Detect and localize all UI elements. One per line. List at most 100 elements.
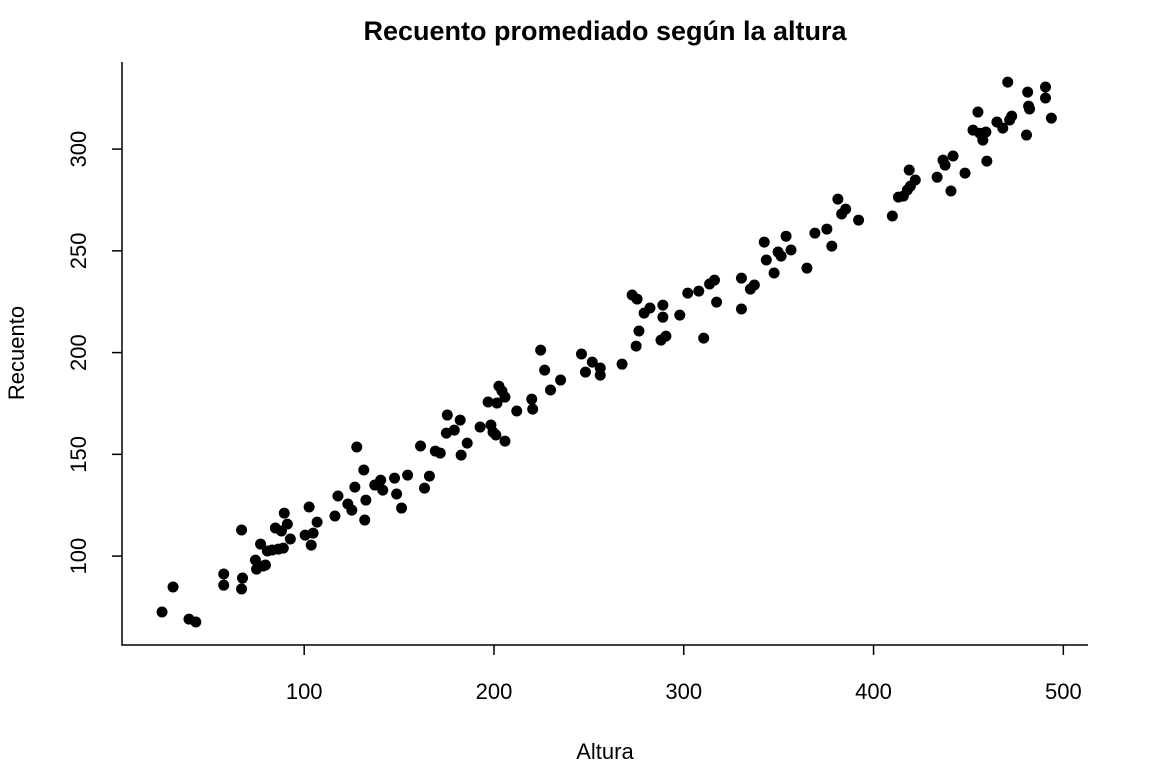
point bbox=[947, 150, 959, 162]
point bbox=[909, 174, 921, 186]
point bbox=[945, 185, 957, 197]
point bbox=[329, 510, 341, 522]
point bbox=[809, 227, 821, 239]
point bbox=[423, 470, 435, 482]
point bbox=[698, 332, 710, 344]
point bbox=[768, 267, 780, 279]
x-tick-label: 400 bbox=[855, 679, 892, 704]
y-axis-label: Recuento bbox=[4, 306, 29, 400]
point bbox=[499, 391, 511, 403]
point bbox=[657, 299, 669, 311]
point bbox=[586, 356, 598, 368]
y-tick-label: 250 bbox=[66, 232, 91, 269]
point bbox=[959, 167, 971, 179]
point bbox=[997, 122, 1009, 134]
point bbox=[396, 502, 408, 514]
point bbox=[775, 250, 787, 262]
point bbox=[674, 309, 686, 321]
point bbox=[931, 171, 943, 183]
point bbox=[389, 472, 401, 484]
point bbox=[980, 126, 992, 138]
x-tick-label: 200 bbox=[476, 679, 513, 704]
point bbox=[594, 369, 606, 381]
point bbox=[303, 501, 315, 513]
point bbox=[579, 366, 591, 378]
point bbox=[419, 482, 431, 494]
point bbox=[1039, 81, 1051, 93]
point bbox=[785, 244, 797, 256]
point bbox=[644, 302, 656, 314]
point bbox=[575, 348, 587, 360]
point bbox=[474, 421, 486, 433]
point bbox=[539, 364, 551, 376]
point bbox=[1022, 86, 1034, 98]
point bbox=[903, 164, 915, 176]
point bbox=[780, 230, 792, 242]
point bbox=[278, 507, 290, 519]
point bbox=[461, 437, 473, 449]
point bbox=[218, 568, 230, 580]
point bbox=[491, 397, 503, 409]
point bbox=[190, 616, 202, 628]
point bbox=[311, 516, 323, 528]
point bbox=[832, 193, 844, 205]
point bbox=[349, 481, 361, 493]
point bbox=[167, 581, 179, 593]
y-tick-label: 150 bbox=[66, 436, 91, 473]
point bbox=[853, 214, 865, 226]
point bbox=[332, 490, 344, 502]
point bbox=[821, 223, 833, 235]
point bbox=[305, 539, 317, 551]
point bbox=[735, 303, 747, 315]
point bbox=[1006, 110, 1018, 122]
point bbox=[660, 330, 672, 342]
point bbox=[760, 254, 772, 266]
point bbox=[758, 236, 770, 248]
point bbox=[236, 583, 248, 595]
point bbox=[1045, 112, 1057, 124]
point bbox=[434, 447, 446, 459]
point bbox=[454, 414, 466, 426]
point bbox=[801, 262, 813, 274]
point bbox=[360, 494, 372, 506]
point bbox=[156, 606, 168, 618]
y-tick-label: 200 bbox=[66, 334, 91, 371]
point bbox=[375, 474, 387, 486]
point bbox=[402, 469, 414, 481]
point bbox=[218, 579, 230, 591]
point bbox=[482, 396, 494, 408]
point bbox=[657, 311, 669, 323]
point bbox=[255, 538, 267, 550]
point bbox=[307, 527, 319, 539]
y-tick-label: 300 bbox=[66, 131, 91, 168]
point bbox=[711, 296, 723, 308]
point bbox=[555, 374, 567, 386]
point bbox=[351, 441, 363, 453]
point bbox=[631, 293, 643, 305]
point bbox=[1039, 92, 1051, 104]
point bbox=[455, 449, 467, 461]
point bbox=[499, 435, 511, 447]
point bbox=[886, 210, 898, 222]
point bbox=[441, 409, 453, 421]
point bbox=[972, 106, 984, 118]
point bbox=[281, 518, 293, 530]
point bbox=[709, 274, 721, 286]
point bbox=[415, 440, 427, 452]
point bbox=[277, 542, 289, 554]
point bbox=[748, 279, 760, 291]
point bbox=[249, 554, 261, 566]
x-tick-label: 500 bbox=[1045, 679, 1082, 704]
point bbox=[535, 344, 547, 356]
x-tick-label: 300 bbox=[665, 679, 702, 704]
point bbox=[448, 424, 460, 436]
point bbox=[981, 155, 993, 167]
point bbox=[527, 403, 539, 415]
point bbox=[840, 203, 852, 215]
point bbox=[826, 240, 838, 252]
point bbox=[391, 488, 403, 500]
point bbox=[236, 524, 248, 536]
point bbox=[939, 159, 951, 171]
